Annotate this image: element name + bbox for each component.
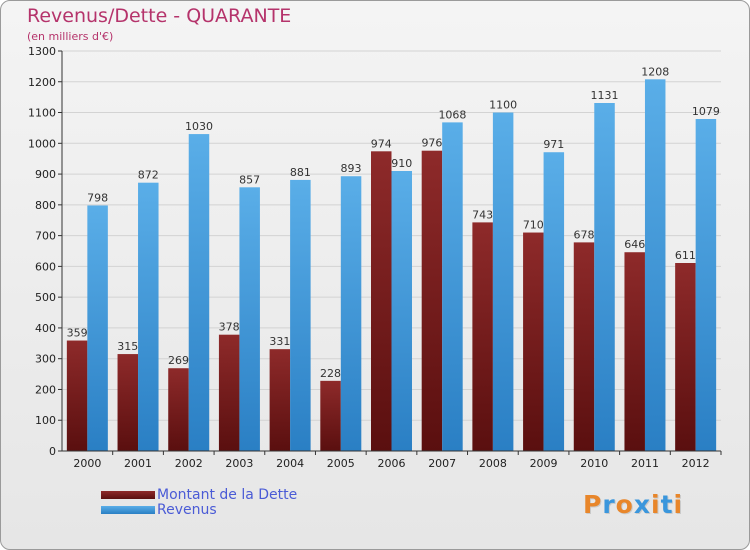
bar-dette [573,242,595,451]
bar-revenus [290,179,311,451]
bar-revenus [87,205,108,451]
y-tick-label: 1100 [28,107,56,120]
data-label-dette: 331 [269,335,290,348]
data-label-revenus: 1100 [489,99,517,112]
data-label-dette: 378 [219,321,240,334]
y-tick-label: 500 [35,291,56,304]
x-tick-label: 2000 [73,457,101,470]
data-label-dette: 646 [624,238,645,251]
y-tick-label: 900 [35,168,56,181]
bar-revenus [239,187,260,452]
legend-item-revenus: Revenus [101,502,217,518]
bar-dette [218,334,240,451]
bar-revenus [695,119,717,451]
bar-dette [675,263,696,451]
y-tick-label: 1000 [28,137,56,150]
legend-swatch-revenus [101,506,155,514]
y-tick-label: 800 [35,199,56,212]
data-label-dette: 974 [371,137,392,150]
y-tick-label: 200 [35,383,56,396]
bar-revenus [138,182,159,451]
x-tick-label: 2006 [378,457,406,470]
bar-revenus [188,134,210,452]
data-label-dette: 228 [320,367,341,380]
x-tick-label: 2001 [124,457,152,470]
y-tick-label: 1300 [28,45,56,58]
bar-dette [168,368,189,451]
data-label-dette: 710 [523,219,544,232]
data-label-revenus: 872 [138,169,159,182]
y-tick-label: 700 [35,230,56,243]
data-label-revenus: 857 [239,173,260,186]
bar-revenus [340,176,362,451]
data-label-revenus: 1208 [641,65,669,78]
y-tick-label: 600 [35,260,56,273]
bar-dette [624,252,645,451]
y-tick-label: 1200 [28,76,56,89]
legend-item-dette: Montant de la Dette [101,487,297,503]
data-label-dette: 743 [472,208,493,221]
data-label-dette: 976 [421,137,442,150]
bar-dette [320,380,341,451]
data-label-revenus: 1131 [591,89,619,102]
data-label-revenus: 971 [543,138,564,151]
bar-dette [371,151,392,452]
x-tick-label: 2003 [225,457,253,470]
y-tick-label: 400 [35,322,56,335]
data-label-revenus: 893 [341,162,362,175]
bar-revenus [543,152,565,451]
y-tick-label: 100 [35,414,56,427]
data-label-revenus: 910 [391,157,412,170]
bar-revenus [644,79,666,452]
x-tick-label: 2002 [175,457,203,470]
data-label-dette: 315 [117,340,138,353]
chart-subtitle: (en milliers d'€) [27,30,114,43]
x-tick-label: 2005 [327,457,355,470]
x-tick-label: 2009 [530,457,558,470]
chart-title: Revenus/Dette - QUARANTE [27,5,292,27]
x-tick-label: 2004 [276,457,304,470]
x-tick-label: 2012 [682,457,710,470]
bar-dette [269,349,291,451]
data-label-dette: 359 [67,327,88,340]
y-tick-label: 0 [49,445,56,458]
x-tick-label: 2011 [631,457,659,470]
data-label-dette: 678 [574,228,595,241]
data-label-dette: 269 [168,354,189,367]
bar-revenus [594,103,615,451]
data-label-dette: 611 [675,249,696,262]
x-tick-label: 2007 [428,457,456,470]
bar-dette [117,354,139,451]
data-label-revenus: 881 [290,166,311,179]
bar-dette [66,340,88,451]
bar-revenus [442,122,463,451]
x-tick-label: 2010 [580,457,608,470]
bar-dette [421,150,443,451]
data-label-revenus: 798 [87,191,108,204]
bar-dette [472,222,493,451]
bar-dette [523,232,544,451]
bar-revenus [492,112,514,452]
data-label-revenus: 1030 [185,120,213,133]
data-label-revenus: 1068 [438,108,466,121]
bar-revenus [391,171,412,451]
proxiti-logo: Proxiti [583,490,684,519]
x-tick-label: 2008 [479,457,507,470]
legend-swatch-dette [101,491,155,499]
legend-label-dette: Montant de la Dette [157,487,298,503]
y-tick-label: 300 [35,353,56,366]
legend-label-revenus: Revenus [157,502,217,518]
data-label-revenus: 1079 [692,105,720,118]
